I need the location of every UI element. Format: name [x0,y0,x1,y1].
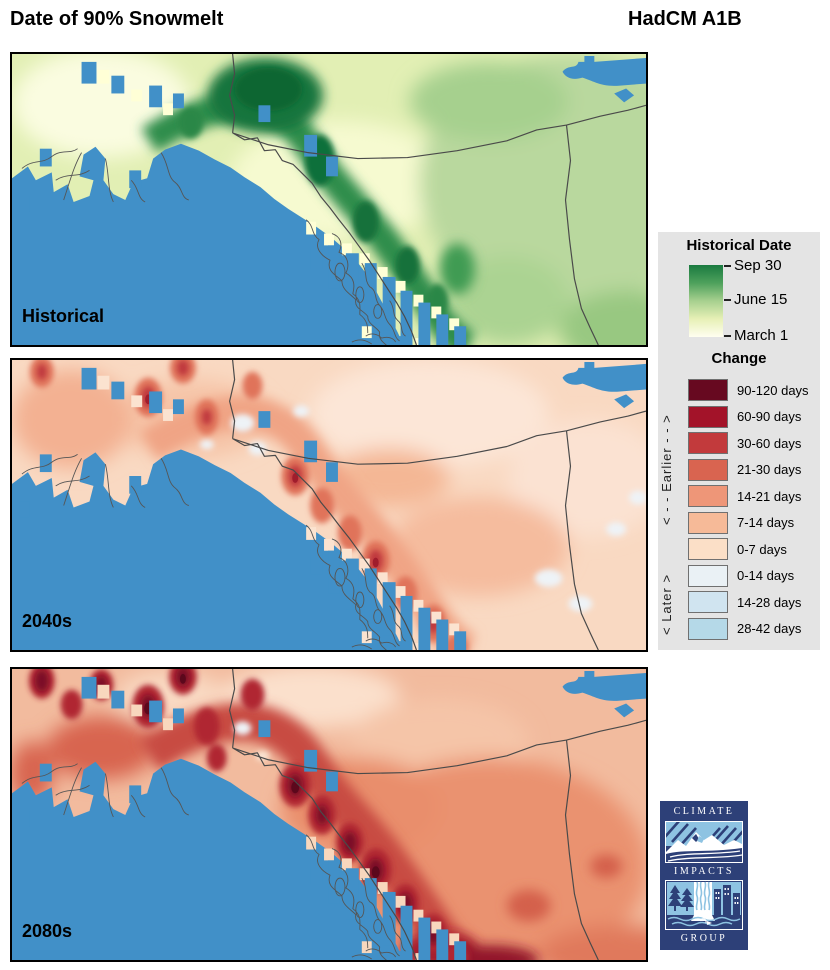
earlier-axis-label: < - - Earlier - - > [659,414,674,526]
logo-group-text: GROUP [680,933,728,944]
map-panel-historical: Historical [10,52,648,347]
change-swatch [688,617,728,640]
change-legend-title: Change [711,350,767,367]
later-melt-patches [233,721,270,761]
historical-map [12,54,646,345]
change-legend-row: 7-14 days [688,510,809,537]
change-swatch [688,379,728,402]
change-label: 28-42 days [737,621,802,637]
change-legend-row: 30-60 days [688,430,809,457]
logo-climate-text: CLIMATE [673,806,735,817]
legend-box: Historical Date Sep 30 June 15 March 1 C… [658,232,820,650]
map-label-historical: Historical [22,306,105,326]
change-label: 30-60 days [737,435,802,451]
change-label: 21-30 days [737,462,802,478]
change-legend-row: 14-21 days [688,483,809,510]
change-swatch [688,405,728,428]
change-legend-row: 21-30 days [688,457,809,484]
map-panel-2040s: 2040s [10,358,648,652]
change-label: 7-14 days [737,515,795,531]
change-label: 90-120 days [737,382,809,398]
change-legend-row: 0-14 days [688,563,809,590]
map-label-2040s: 2040s [22,611,73,631]
later-axis-label: < Later > [659,573,674,635]
change-legend-row: 90-120 days [688,377,809,404]
change-label: 0-14 days [737,568,795,584]
change-swatch [688,538,728,561]
change-swatch [688,458,728,481]
historical-gradient-bar [689,265,723,337]
gradient-tick-label: Sep 30 [724,258,814,274]
latest-melt-cores [178,67,449,318]
change-legend-row: 14-28 days [688,589,809,616]
change-label: 0-7 days [737,541,787,557]
historical-legend-title: Historical Date [686,237,792,254]
change-swatch [688,432,728,455]
map-label-2080s: 2080s [22,921,73,941]
logo-mountain-art [665,820,743,863]
change-legend-rows: 90-120 days 60-90 days 30-60 days 21-30 day… [688,377,809,642]
change-swatch [688,511,728,534]
later-melt-patches [199,405,646,612]
change-legend-row: 0-7 days [688,536,809,563]
logo-impacts-text: IMPACTS [674,865,734,877]
gradient-tick-label: June 15 [724,292,814,308]
change-label: 14-21 days [737,488,802,504]
gradient-tick-label: March 1 [724,328,814,344]
change-swatch [688,564,728,587]
change-label: 60-90 days [737,409,802,425]
change-label: 14-28 days [737,594,802,610]
cig-logo: CLIMATE IMPACTS [660,801,748,950]
change-swatch [688,485,728,508]
change-swatch [688,591,728,614]
change-legend-row: 28-42 days [688,616,809,643]
map-panel-2080s: 2080s [10,667,648,962]
change-legend-row: 60-90 days [688,404,809,431]
logo-waterfall-art [665,880,743,931]
model-label: HadCM A1B [628,8,742,30]
figure-title: Date of 90% Snowmelt [10,8,224,30]
map-2040s [12,360,646,650]
map-2080s [12,669,646,960]
